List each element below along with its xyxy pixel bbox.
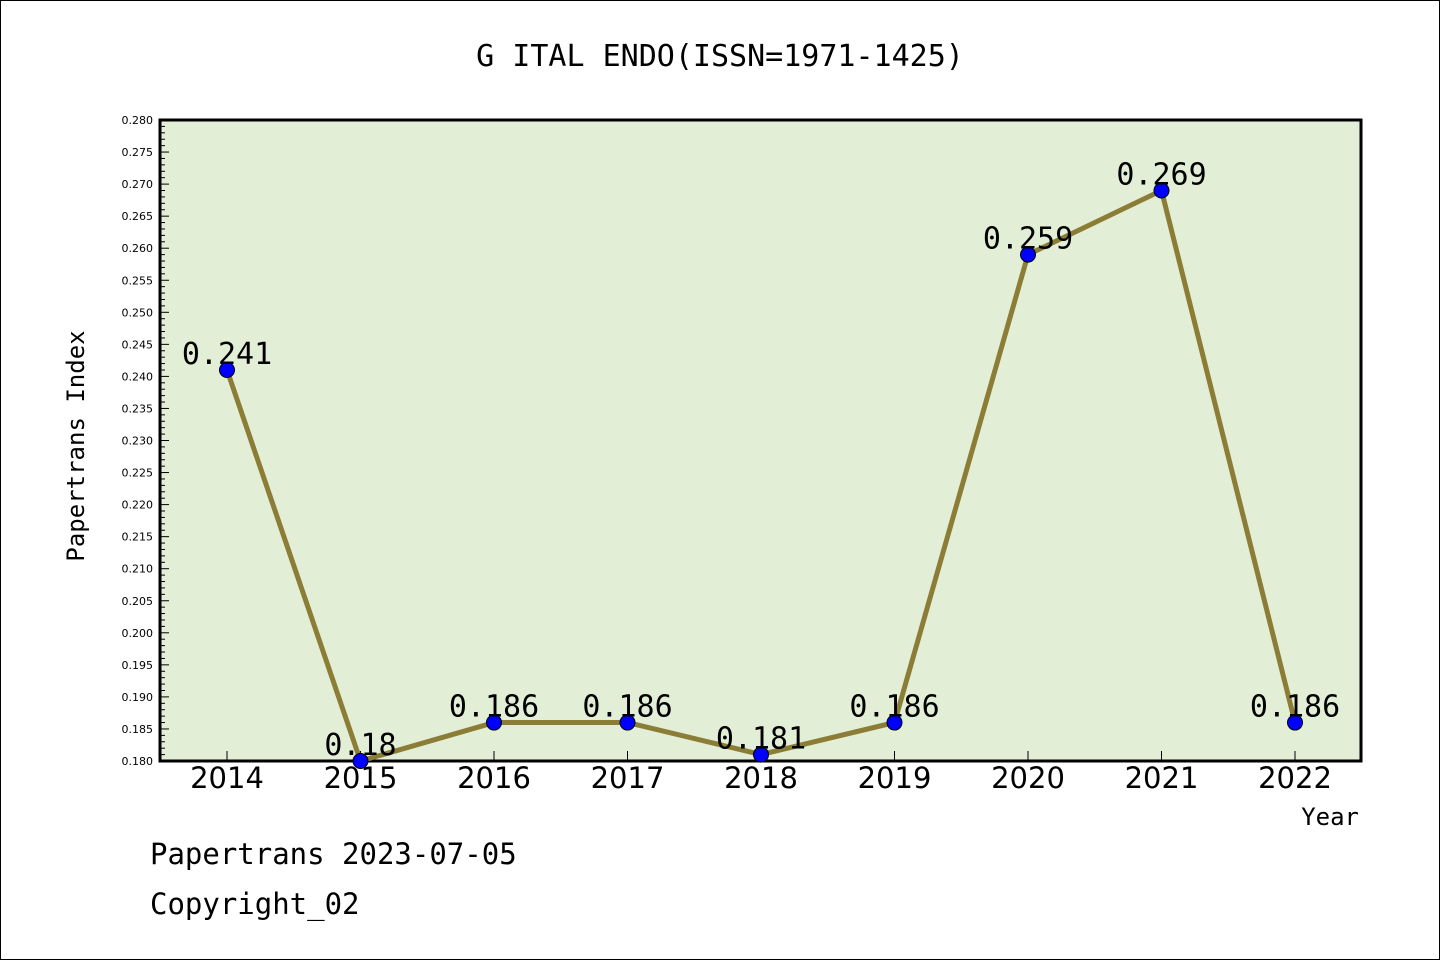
x-tick-label: 2018 [724,761,798,795]
data-point [1020,246,1036,263]
y-tick-label: 0.270 [122,178,154,191]
y-tick-label: 0.220 [122,499,154,512]
data-label: 0.186 [849,690,939,725]
plot-area [158,118,1363,763]
x-tick-label: 2014 [190,761,264,795]
data-point [753,746,769,763]
y-tick-label: 0.275 [122,146,154,159]
x-tick-label: 2022 [1258,761,1332,795]
data-point [1153,182,1170,199]
data-point [486,714,502,731]
data-label: 0.186 [449,690,539,725]
y-tick-label: 0.255 [122,274,154,287]
x-axis: 2014 2015 2016 2017 2018 2019 2020 2021 2022 [190,751,1332,795]
y-tick-label: 0.215 [122,531,154,544]
y-tick-label: 0.225 [122,467,154,480]
y-tick-label: 0.210 [122,563,154,576]
data-points [219,182,1303,769]
data-label: 0.186 [1250,690,1340,725]
y-tick-label: 0.265 [122,210,154,223]
data-label: 0.18 [324,728,396,763]
y-tick-label: 0.185 [122,723,154,736]
data-point [1287,714,1303,731]
footer-date: Papertrans 2023-07-05 [150,837,517,871]
data-label: 0.241 [182,337,272,372]
y-tick-label: 0.180 [122,755,154,768]
y-tick-label: 0.280 [122,114,154,127]
data-label: 0.186 [582,690,672,725]
y-tick-label: 0.245 [122,338,154,351]
x-axis-label: Year [1301,803,1359,831]
y-tick-label: 0.260 [122,242,154,255]
y-tick-label: 0.205 [122,595,154,608]
data-point [619,714,636,731]
y-tick-label: 0.250 [122,306,154,319]
y-tick-label: 0.200 [122,627,154,640]
data-point [886,714,903,731]
y-axis: 0.180 0.185 0.190 0.195 0.200 0.205 0.210 0.215… [122,114,169,768]
x-tick-label: 2016 [457,761,531,795]
y-tick-label: 0.235 [122,402,154,415]
y-tick-label: 0.230 [122,435,154,448]
data-labels: 0.241 0.18 0.186 0.186 0.181 0.186 0.259 0.269 0… [182,158,1340,763]
y-tick-label: 0.195 [122,659,154,672]
footer-copyright: Copyright_02 [150,887,360,922]
x-tick-label: 2017 [591,761,665,795]
data-point [352,753,369,769]
data-point [219,361,235,378]
data-label: 0.269 [1116,158,1206,193]
x-tick-label: 2019 [858,761,932,795]
data-label: 0.181 [716,722,806,757]
y-axis-label: Papertrans Index [62,330,90,561]
y-tick-label: 0.190 [122,691,154,704]
chart-title: G ITAL ENDO(ISSN=1971-1425) [476,39,964,74]
data-label: 0.259 [983,222,1073,257]
y-tick-label: 0.240 [122,370,154,383]
x-tick-label: 2021 [1125,761,1199,795]
x-tick-label: 2020 [991,761,1065,795]
